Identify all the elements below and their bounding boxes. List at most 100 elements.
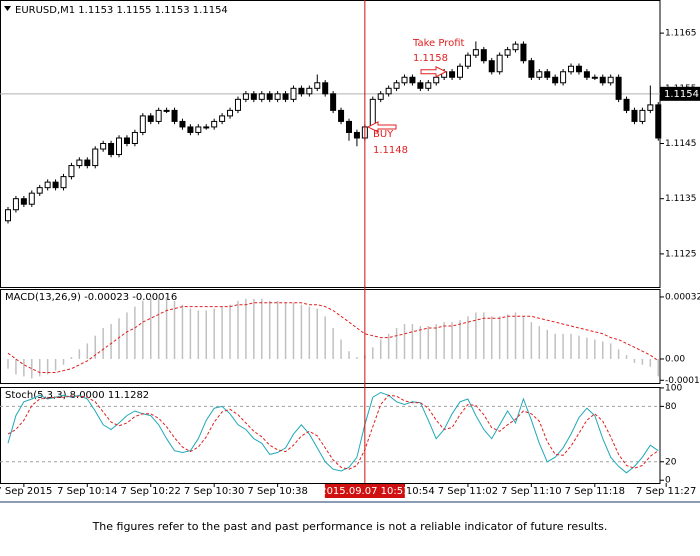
x-tick-label: 7 Sep 11:27 xyxy=(636,486,696,497)
y-tick-label: 1.1135 xyxy=(665,194,697,204)
x-tick-label: 7 Sep 10:30 xyxy=(184,486,244,497)
candle-body xyxy=(647,104,654,111)
macd-signal-line xyxy=(7,302,659,373)
buy-label: BUY xyxy=(373,129,394,140)
candle-body xyxy=(60,176,67,189)
candle-body xyxy=(171,109,178,122)
candle-body xyxy=(68,165,75,178)
candle-body xyxy=(552,76,559,84)
candle-body xyxy=(5,209,11,222)
candle-body xyxy=(401,76,408,84)
x-tick-label: 7 Sep 10:38 xyxy=(247,486,307,497)
cursor-box xyxy=(324,484,405,498)
y-tick-label: 1.1165 xyxy=(665,29,697,39)
candle-body xyxy=(369,98,376,128)
x-tick-label: 7 Sep 11:18 xyxy=(565,486,625,497)
candle-body xyxy=(20,198,27,205)
current-price-box xyxy=(660,86,700,101)
stoch-main-line xyxy=(7,391,659,474)
candle-body xyxy=(227,109,234,117)
candle-body xyxy=(282,93,289,100)
x-tick-label: 7 Sep 11:02 xyxy=(438,486,498,497)
candle-body xyxy=(219,115,226,122)
candle-body xyxy=(92,148,99,167)
candle-body xyxy=(472,49,479,56)
candle-body xyxy=(623,98,630,111)
x-tick-label: 7 Sep 10:22 xyxy=(121,486,181,497)
y-tick-label: 1.1145 xyxy=(665,139,697,149)
candle-body xyxy=(520,43,527,62)
disclaimer: The figures refer to the past and past p… xyxy=(92,520,608,533)
candle-body xyxy=(568,65,575,73)
y-tick-label: 0.00 xyxy=(665,354,685,364)
pane-frame xyxy=(0,387,661,484)
candle-body xyxy=(338,109,345,122)
x-tick-label: 7 Sep 2015 xyxy=(0,486,52,497)
y-tick-label: 0 xyxy=(665,476,671,486)
candle-body xyxy=(544,71,551,78)
candle-body xyxy=(108,143,115,156)
candle-body xyxy=(575,65,582,73)
x-tick-label: 7 Sep 10:14 xyxy=(57,486,117,497)
candle-body xyxy=(28,192,35,205)
y-tick-label: 1.1125 xyxy=(665,249,697,259)
candle-body xyxy=(385,87,392,95)
buy-arrow xyxy=(366,121,397,133)
candle-body xyxy=(583,71,590,78)
candle-body xyxy=(250,93,257,100)
candle-body xyxy=(44,181,51,189)
candle-body xyxy=(131,131,138,144)
candle-body xyxy=(306,87,313,95)
candle-body xyxy=(163,109,170,112)
candle-body xyxy=(187,126,194,133)
candle-body xyxy=(496,54,503,73)
candle-body xyxy=(457,65,464,78)
price-title: EURUSD,M1 1.1153 1.1155 1.1153 1.1154 xyxy=(15,5,228,16)
candle-body xyxy=(528,60,535,78)
candle-body xyxy=(123,137,130,145)
candle-body xyxy=(290,87,297,100)
candle-body xyxy=(195,126,202,133)
candle-body xyxy=(242,93,249,100)
candle-body xyxy=(52,181,59,189)
current-price-label: 1.1154 xyxy=(664,89,699,100)
y-tick-label: 80 xyxy=(665,402,677,412)
candle-body xyxy=(345,120,352,133)
candle-body xyxy=(116,137,123,156)
candle-body xyxy=(12,198,19,211)
candle-body xyxy=(504,49,511,56)
buy-price: 1.1148 xyxy=(373,145,408,156)
candle-body xyxy=(330,93,337,111)
candle-body xyxy=(84,159,91,167)
candle-body xyxy=(409,76,416,84)
candle-body xyxy=(377,93,384,100)
candle-body xyxy=(139,115,146,133)
pane-frame xyxy=(0,289,661,384)
candle-body xyxy=(488,60,495,73)
candle-body xyxy=(480,49,487,62)
candle-body xyxy=(591,76,598,79)
candle-body xyxy=(100,143,107,150)
candle-body xyxy=(631,109,638,122)
candle-body xyxy=(393,82,400,89)
candle-body xyxy=(147,115,154,122)
candle-body xyxy=(353,131,360,139)
candle-body xyxy=(655,104,662,139)
y-tick-label: 100 xyxy=(665,383,682,393)
candle-body xyxy=(615,76,622,100)
candle-body xyxy=(433,76,440,84)
macd-title: MACD(13,26,9) -0.00023 -0.00016 xyxy=(5,292,177,303)
candle-body xyxy=(258,93,265,100)
candle-body xyxy=(536,71,543,78)
y-tick-label: 20 xyxy=(665,457,677,467)
candle-body xyxy=(314,82,321,89)
candle-body xyxy=(298,87,305,95)
x-tick-label: 7 Sep 11:10 xyxy=(501,486,561,497)
candle-body xyxy=(560,71,567,84)
stoch-signal-line xyxy=(7,394,659,470)
candle-body xyxy=(464,54,471,67)
y-tick-label: 0.00032 xyxy=(665,292,700,302)
